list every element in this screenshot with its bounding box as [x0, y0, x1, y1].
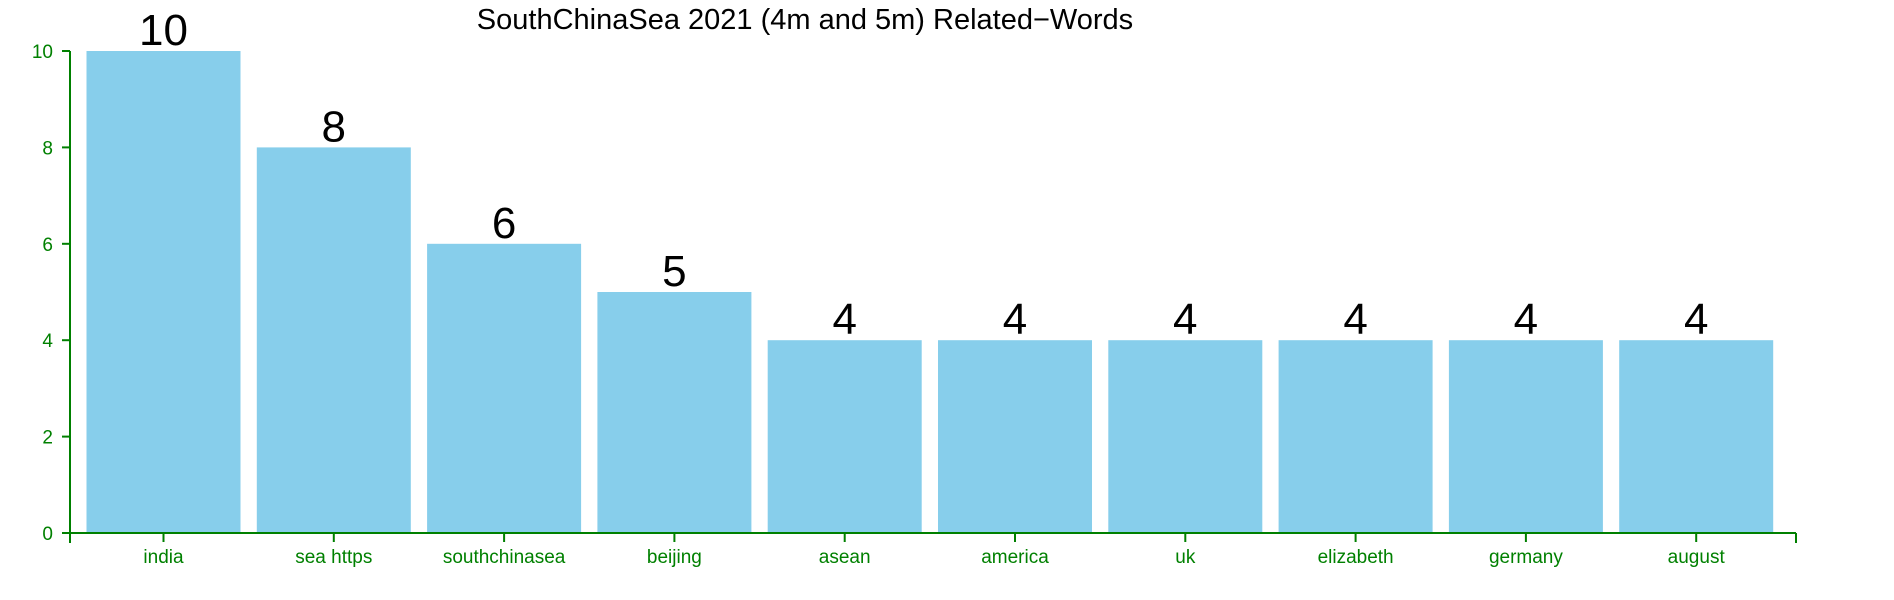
bar-elizabeth	[1278, 340, 1433, 533]
bar-august	[1619, 340, 1774, 533]
x-tick-label: sea https	[295, 547, 372, 568]
value-label: 4	[1173, 295, 1197, 344]
x-tick-label: america	[981, 547, 1049, 568]
y-tick-label: 0	[42, 524, 53, 545]
value-label: 10	[139, 6, 188, 55]
bar-germany	[1448, 340, 1603, 533]
x-tick-label: august	[1668, 547, 1726, 568]
chart-title: SouthChinaSea 2021 (4m and 5m) Related−W…	[477, 4, 1133, 36]
value-label: 4	[1003, 295, 1027, 344]
value-label: 5	[662, 247, 686, 296]
y-tick-label: 4	[42, 331, 53, 352]
y-tick-label: 8	[42, 138, 53, 159]
value-label: 4	[1343, 295, 1367, 344]
x-tick-label: india	[143, 547, 184, 568]
bar-southchinasea	[427, 243, 582, 534]
x-tick-label: southchinasea	[443, 547, 566, 568]
value-label: 4	[1684, 295, 1708, 344]
bar-asean	[767, 340, 922, 533]
x-axis: india sea https southchinasea beijing asean a…	[69, 532, 1797, 568]
x-tick-label: uk	[1175, 547, 1196, 568]
value-label: 8	[322, 102, 346, 151]
value-labels-group: 10 8 6 5 4 4 4 4 4 4	[139, 6, 1708, 344]
x-tick-label: asean	[819, 547, 871, 568]
bar-sea-https	[256, 147, 411, 533]
bar-america	[938, 340, 1092, 533]
bar-beijing	[597, 292, 752, 533]
bar-india	[86, 51, 241, 533]
x-tick-label: elizabeth	[1318, 547, 1394, 568]
y-axis: 0 2 4 6 8 10	[32, 42, 71, 545]
value-label: 4	[832, 295, 856, 344]
y-tick-label: 2	[42, 428, 53, 449]
y-tick-label: 6	[42, 235, 53, 256]
x-tick-label: beijing	[647, 547, 702, 568]
bar-uk	[1108, 340, 1263, 533]
bars-group	[86, 51, 1774, 534]
value-label: 4	[1514, 295, 1538, 344]
value-label: 6	[492, 199, 516, 248]
y-tick-label: 10	[32, 42, 53, 63]
x-tick-label: germany	[1489, 547, 1563, 568]
